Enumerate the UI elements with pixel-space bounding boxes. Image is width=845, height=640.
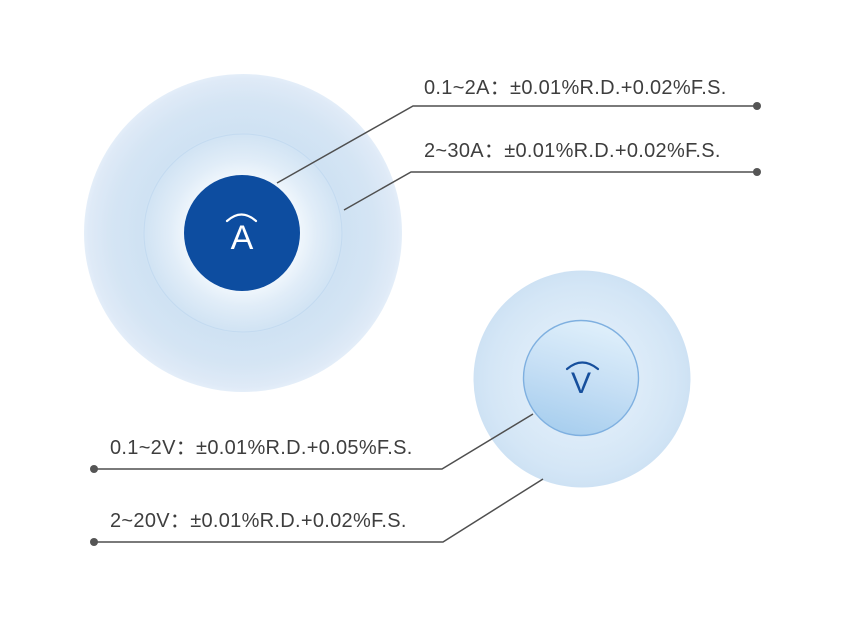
voltmeter-range2-label: 2~20V：±0.01%R.D.+0.02%F.S. [110, 510, 407, 532]
voltmeter-range1-label: 0.1~2V：±0.01%R.D.+0.05%F.S. [110, 437, 413, 459]
leader-dot [753, 102, 761, 110]
ammeter-gauge: A [84, 74, 402, 392]
voltmeter-range2-leader-line [94, 478, 544, 543]
voltmeter-gauge: V [473, 270, 691, 488]
leader-dots [90, 102, 761, 546]
ammeter-core-circle [184, 175, 300, 291]
ammeter-range2-leader-line [343, 171, 757, 211]
voltmeter-symbol: V [571, 367, 591, 400]
leader-dot [753, 168, 761, 176]
leader-dot [90, 465, 98, 473]
ammeter-inner-ring [143, 133, 343, 333]
ammeter-range1-leader-line [276, 105, 757, 184]
voltmeter-range1-leader-line [94, 413, 534, 470]
leader-dot [90, 538, 98, 546]
voltmeter-core-circle [522, 319, 640, 437]
ammeter-range2-label: 2~30A：±0.01%R.D.+0.02%F.S. [424, 140, 721, 162]
ammeter-ac-arc-icon [225, 213, 258, 223]
ammeter-symbol: A [231, 219, 254, 257]
ammeter-range1-label: 0.1~2A：±0.01%R.D.+0.02%F.S. [424, 77, 727, 99]
leader-lines [94, 105, 757, 543]
voltmeter-ac-arc-icon [565, 361, 600, 371]
